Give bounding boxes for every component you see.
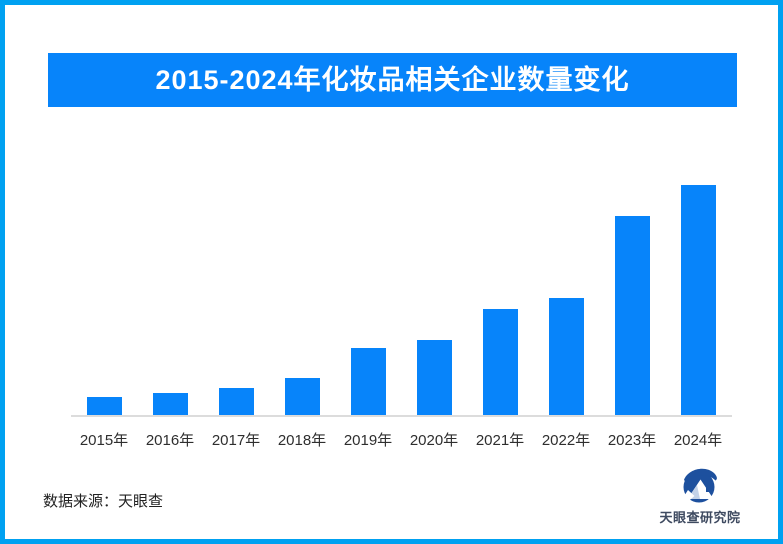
x-tick-label-2024: 2024年 bbox=[673, 432, 723, 449]
x-tick-label-2019: 2019年 bbox=[343, 432, 393, 449]
bar-2023 bbox=[615, 216, 650, 415]
x-tick-label-2023: 2023年 bbox=[607, 432, 657, 449]
x-tick-label-2016: 2016年 bbox=[145, 432, 195, 449]
bar-2021 bbox=[483, 309, 518, 415]
data-source-note: 数据来源：天眼查 bbox=[43, 493, 164, 510]
bar-2015 bbox=[87, 397, 122, 415]
bar-plot bbox=[71, 180, 732, 417]
bar-2019 bbox=[351, 348, 386, 415]
bar-2017 bbox=[219, 388, 254, 415]
x-tick-label-2020: 2020年 bbox=[409, 432, 459, 449]
x-tick-label-2017: 2017年 bbox=[211, 432, 261, 449]
x-tick-label-2018: 2018年 bbox=[277, 432, 327, 449]
brand-logo: 天眼查研究院 bbox=[657, 466, 743, 526]
x-tick-label-2021: 2021年 bbox=[475, 432, 525, 449]
x-tick-label-2022: 2022年 bbox=[541, 432, 591, 449]
brand-logo-label: 天眼查研究院 bbox=[659, 510, 741, 525]
chart-title-banner: 2015-2024年化妆品相关企业数量变化 bbox=[48, 53, 737, 107]
x-axis-labels: 2015年 2016年 2017年 2018年 2019年 2020年 2021年 2022年… bbox=[71, 429, 732, 450]
bar-2024 bbox=[681, 185, 716, 415]
bar-2020 bbox=[417, 340, 452, 415]
bar-2018 bbox=[285, 378, 320, 415]
x-tick-label-2015: 2015年 bbox=[79, 432, 129, 449]
bar-2022 bbox=[549, 298, 584, 415]
tianyancha-eye-icon bbox=[679, 468, 717, 504]
bar-2016 bbox=[153, 393, 188, 415]
